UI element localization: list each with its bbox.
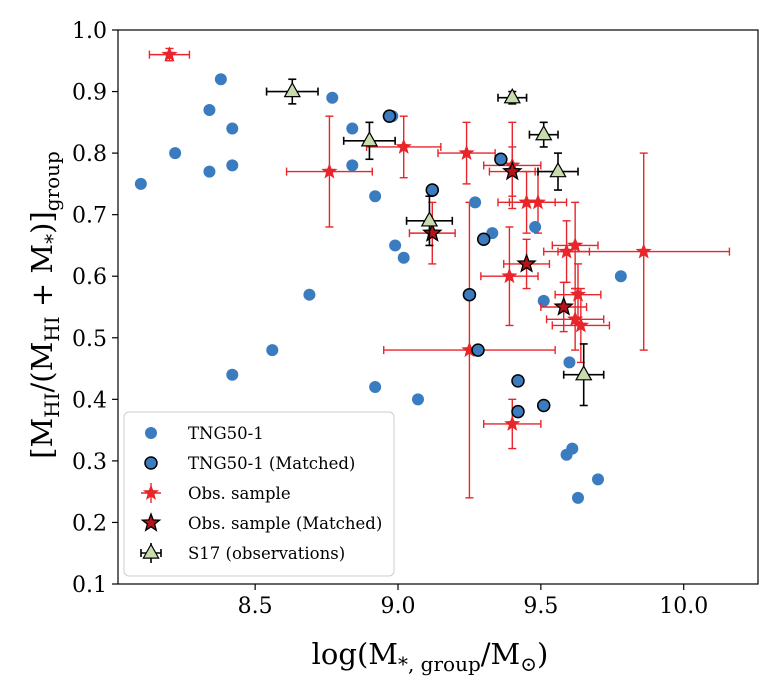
tng-point — [226, 122, 239, 135]
tng-matched-point — [511, 404, 525, 419]
x-tick-label: 10.0 — [659, 594, 708, 619]
legend-marker-obs-matched — [140, 512, 162, 532]
tng-matched-point — [382, 109, 397, 123]
obs-star-point — [529, 193, 547, 210]
tng-point — [369, 381, 382, 394]
tng-point — [572, 491, 584, 504]
y-tick-label: 0.3 — [72, 450, 107, 475]
tng-point — [614, 270, 627, 283]
legend: TNG50-1 TNG50-1 (Matched) Obs. sample Obs. … — [123, 411, 395, 577]
y-axis-label: [MHI/(MHI + M*)]group — [25, 151, 64, 459]
x-axis-label: log(M*, group/M⊙) — [312, 637, 549, 676]
y-tick-label: 0.4 — [72, 388, 107, 413]
tng-matched-point — [425, 183, 440, 197]
s17-triangle-point — [575, 364, 593, 381]
tng-matched-point — [476, 232, 491, 247]
obs-star-point — [572, 316, 589, 333]
legend-marker-tng — [145, 427, 157, 439]
obs-star-point — [461, 341, 478, 357]
tng-point — [563, 356, 576, 369]
tng-point — [560, 448, 573, 461]
legend-label: S17 (observations) — [188, 544, 345, 563]
tng-point — [346, 159, 359, 172]
tng-point — [214, 73, 227, 86]
tng-matched-point — [494, 152, 508, 167]
tng-point — [266, 344, 279, 357]
s17-triangle-point — [283, 81, 301, 98]
tng-point — [326, 91, 339, 104]
tng-point — [529, 220, 542, 233]
tng-point — [226, 368, 239, 381]
obs-star-point — [395, 138, 412, 154]
legend-box — [123, 411, 395, 577]
tng-point — [226, 159, 239, 172]
obs-star-point — [558, 243, 575, 259]
s17-triangle-point — [360, 131, 379, 147]
tng-matched-point — [462, 287, 477, 302]
tng-point — [169, 147, 182, 160]
x-tick-label: 9.5 — [523, 594, 558, 619]
tng-point — [203, 165, 216, 178]
obs-star-point — [504, 415, 521, 431]
tng-point — [369, 190, 382, 203]
x-tick-label: 9.0 — [381, 594, 416, 619]
obs-star-point — [569, 286, 587, 302]
y-tick-label: 0.5 — [72, 327, 107, 352]
y-tick-label: 0.9 — [72, 81, 107, 106]
y-tick-label: 0.6 — [72, 265, 107, 290]
tng-point — [203, 104, 216, 117]
legend-marker-obs — [141, 483, 161, 503]
tng-point — [346, 122, 359, 135]
tng-point — [303, 288, 316, 301]
series-s17 — [265, 78, 605, 407]
tng-point — [412, 393, 424, 406]
obs-star-point — [567, 310, 584, 327]
series-tng50-1 — [134, 73, 627, 504]
obs-star-point — [518, 193, 535, 210]
s17-triangle-point — [420, 211, 439, 227]
legend-marker-s17 — [140, 543, 162, 563]
tng-point — [134, 177, 147, 190]
legend-marker-tng-matched — [144, 456, 158, 470]
tng-matched-point — [471, 343, 485, 357]
series-obs-matched — [408, 146, 588, 333]
legend-label: Obs. sample (Matched) — [188, 514, 382, 533]
tng-matched-point — [511, 374, 525, 388]
s17-triangle-point — [503, 87, 521, 104]
tng-point — [469, 196, 482, 209]
s17-triangle-point — [549, 161, 567, 178]
x-tick-label: 8.5 — [238, 594, 273, 619]
obs-matched-star-point — [553, 296, 575, 316]
obs-matched-star-point — [421, 222, 443, 242]
tng-point — [592, 473, 604, 486]
y-tick-label: 0.1 — [72, 573, 107, 598]
y-tick-label: 1.0 — [72, 19, 107, 44]
tng-point — [537, 294, 550, 307]
tng-point — [389, 239, 402, 252]
obs-matched-star-point — [501, 160, 523, 181]
obs-matched-star-point — [516, 253, 537, 273]
y-tick-label: 0.2 — [72, 511, 107, 536]
legend-label: TNG50-1 (Matched) — [188, 454, 355, 473]
y-tick-label: 0.7 — [72, 204, 107, 229]
obs-star-point — [458, 144, 475, 160]
obs-star-point — [321, 163, 338, 179]
obs-star-point — [501, 267, 518, 284]
obs-star-point — [567, 236, 584, 253]
s17-triangle-point — [535, 124, 553, 141]
data-layer — [134, 46, 731, 504]
obs-star-point — [161, 46, 178, 62]
legend-label: TNG50-1 — [188, 424, 264, 443]
obs-star-point — [635, 243, 652, 259]
legend-label: Obs. sample — [188, 484, 291, 503]
axes-layer: 8.5 9.0 9.5 10.0 0.1 0.2 0.3 0.4 0.5 0.6 0.7 0.8 0.9… — [72, 19, 708, 619]
plot-frame — [117, 29, 759, 585]
tng-point — [397, 251, 410, 264]
y-tick-label: 0.8 — [72, 142, 107, 167]
series-tng50-1-matched — [382, 109, 551, 419]
tng-matched-point — [536, 398, 551, 413]
